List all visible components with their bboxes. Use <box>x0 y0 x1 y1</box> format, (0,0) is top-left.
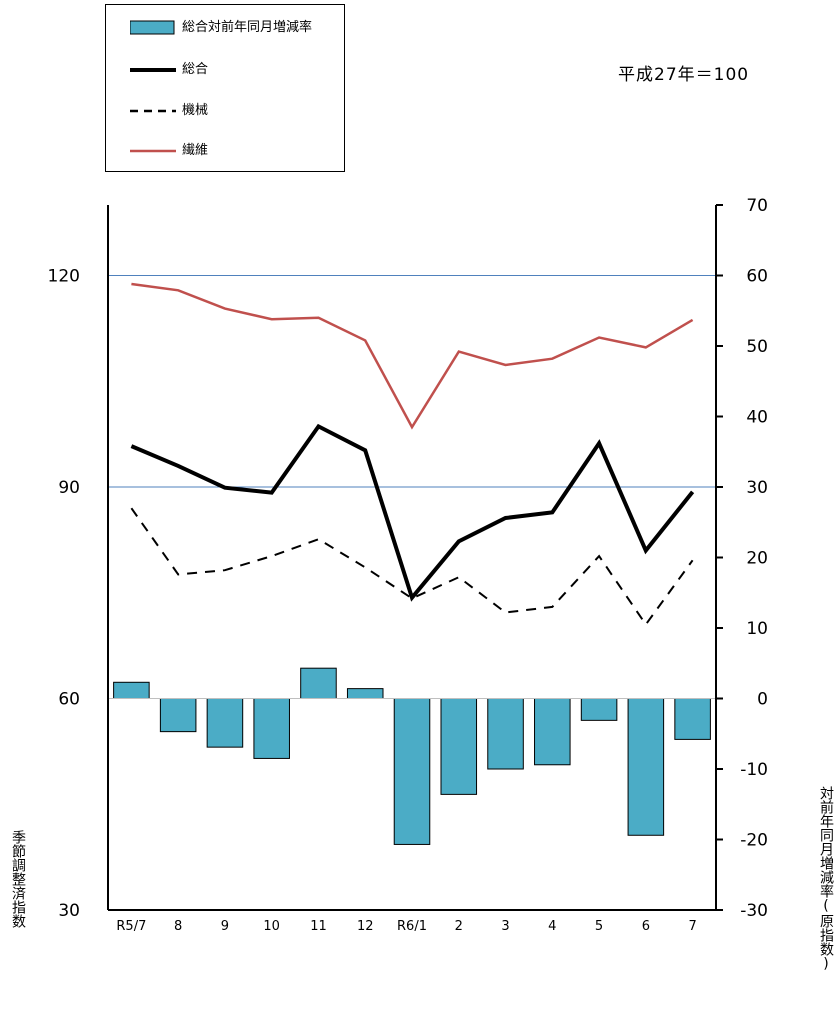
legend-label: 総合対前年同月増減率 <box>182 20 313 35</box>
right-tick-label: 70 <box>746 196 768 216</box>
bar <box>627 698 665 836</box>
bar <box>159 698 197 733</box>
x-tick-label: 2 <box>455 919 463 934</box>
series-line <box>130 507 694 627</box>
right-tick-label: -20 <box>740 831 768 851</box>
bar <box>393 698 431 845</box>
legend-swatch-textile <box>130 149 176 153</box>
x-tick-label: 3 <box>501 919 509 934</box>
left-tick-label: 90 <box>58 478 80 498</box>
series-line <box>130 423 695 602</box>
legend-label: 総合 <box>182 62 209 77</box>
x-tick-label: 9 <box>221 919 229 934</box>
right-tick-label: 40 <box>746 408 768 428</box>
legend-swatch-machinery <box>130 109 176 113</box>
bar <box>300 667 337 699</box>
x-tick-label: 5 <box>595 919 603 934</box>
x-tick-label: 6 <box>642 919 650 934</box>
x-tick-label: R5/7 <box>116 919 146 934</box>
right-tick-label: 60 <box>746 267 768 287</box>
bar <box>440 698 478 795</box>
legend-item-total: 総合 <box>106 60 344 80</box>
legend-item-textile: 繊維 <box>106 141 344 161</box>
bar <box>206 698 244 748</box>
legend-item-bar-change-rate: 総合対前年同月増減率 <box>106 18 344 38</box>
right-tick-label: 50 <box>746 337 768 357</box>
right-tick-label: 0 <box>757 690 768 710</box>
right-tick-label: -30 <box>740 901 768 921</box>
legend-label: 機械 <box>182 103 209 118</box>
x-tick-label: 11 <box>310 919 327 934</box>
right-axis-label: 対前年同月増減率(原指数) <box>818 786 834 972</box>
x-tick-label: 4 <box>548 919 556 934</box>
bar <box>580 698 618 721</box>
bar <box>346 688 384 700</box>
bar <box>253 698 290 759</box>
bar <box>534 698 571 766</box>
legend: 総合対前年同月増減率 総合 機械 繊維 <box>105 4 345 172</box>
bar <box>113 681 150 699</box>
left-tick-label: 30 <box>58 901 80 921</box>
x-tick-label: 12 <box>357 919 374 934</box>
base-year-note: 平成27年＝100 <box>618 65 750 85</box>
left-tick-label: 120 <box>48 267 80 287</box>
right-tick-label: 20 <box>746 549 768 569</box>
bar <box>487 698 524 770</box>
x-tick-label: 10 <box>263 919 280 934</box>
right-tick-label: -10 <box>740 760 768 780</box>
x-tick-label: 7 <box>688 919 696 934</box>
left-axis-label: 季節調整済指数 <box>10 830 26 928</box>
right-tick-label: 30 <box>746 478 768 498</box>
legend-item-machinery: 機械 <box>106 101 344 121</box>
left-tick-label: 60 <box>58 690 80 710</box>
series-line <box>131 282 694 430</box>
legend-swatch-bar <box>130 20 175 35</box>
bar <box>674 698 711 740</box>
legend-label: 繊維 <box>182 143 209 158</box>
x-tick-label: 8 <box>174 919 182 934</box>
x-tick-label: R6/1 <box>397 919 427 934</box>
legend-swatch-total <box>130 68 176 72</box>
right-tick-label: 10 <box>746 619 768 639</box>
